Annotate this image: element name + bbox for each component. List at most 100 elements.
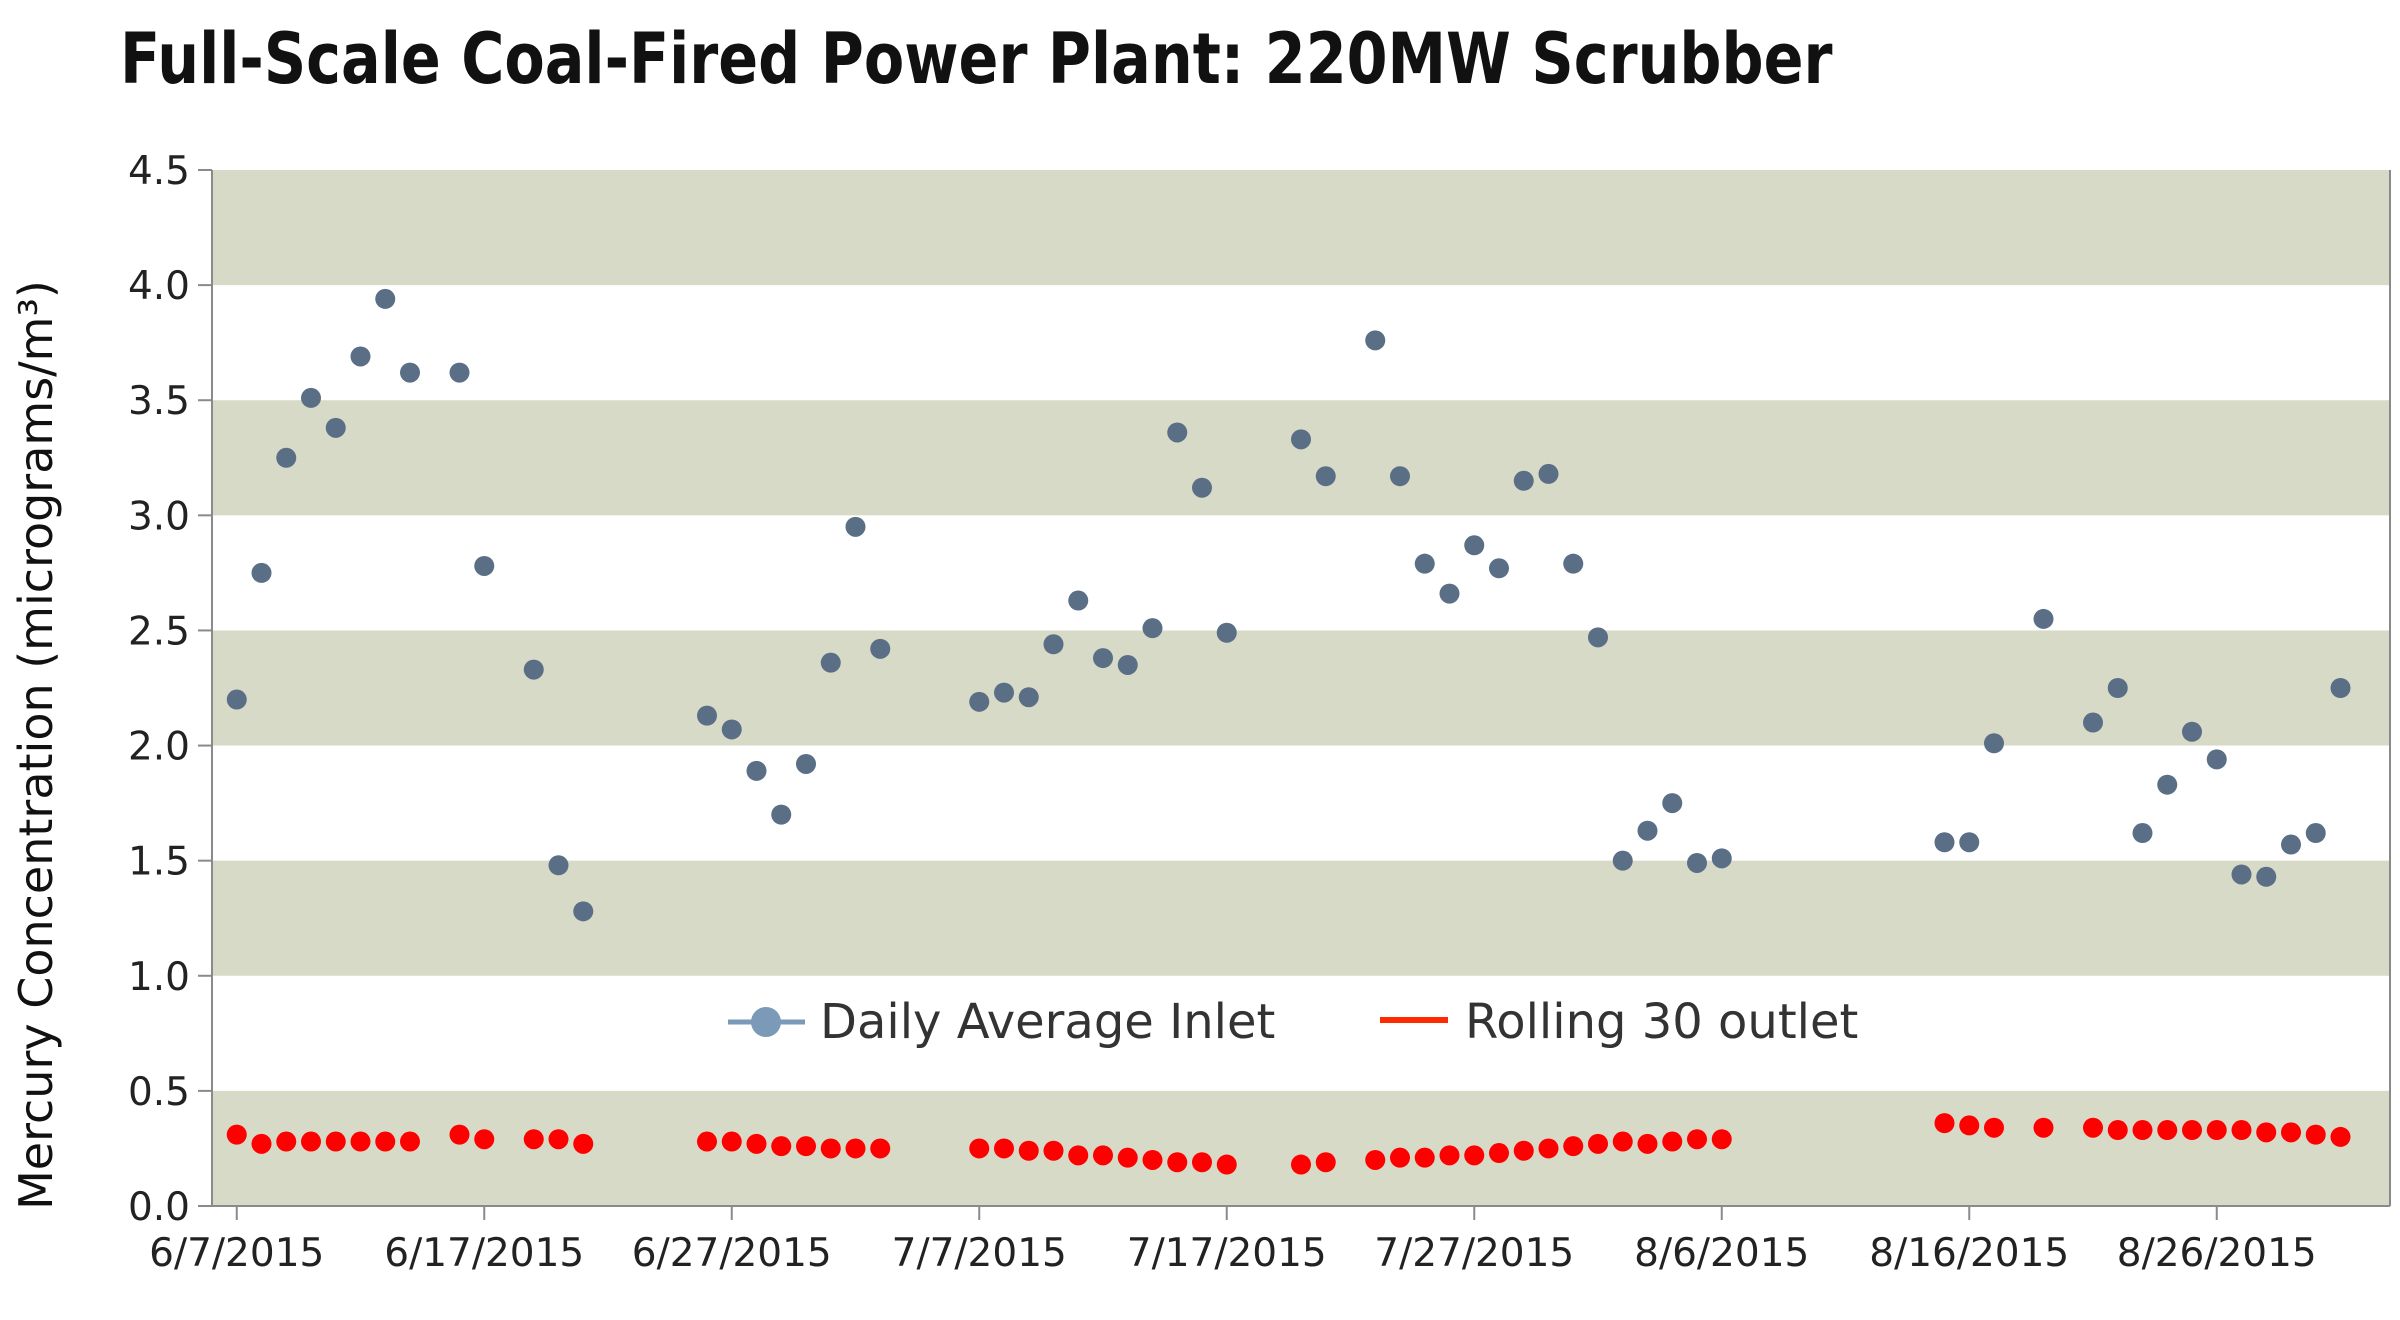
daily-average-inlet-point xyxy=(746,760,767,781)
daily-average-inlet-point xyxy=(2182,721,2202,742)
daily-average-inlet-point xyxy=(2256,866,2277,887)
rolling-30-outlet-point xyxy=(1464,1145,1485,1166)
daily-average-inlet-point xyxy=(1192,477,1212,498)
rolling-30-outlet-point xyxy=(796,1136,816,1157)
daily-average-inlet-point xyxy=(1464,535,1485,556)
y-tick-label: 4.5 xyxy=(128,149,190,194)
rolling-30-outlet-point xyxy=(746,1133,767,1154)
rolling-30-outlet-point xyxy=(1093,1145,1113,1166)
legend-label-daily-average-inlet: Daily Average Inlet xyxy=(820,994,1275,1050)
rolling-30-outlet-point xyxy=(350,1131,371,1152)
rolling-30-outlet-point xyxy=(1687,1129,1707,1150)
daily-average-inlet-point xyxy=(2281,834,2301,855)
daily-average-inlet-point xyxy=(2033,608,2054,629)
rolling-30-outlet-point xyxy=(1513,1140,1534,1161)
rolling-30-outlet-point xyxy=(1216,1154,1237,1175)
daily-average-inlet-point xyxy=(1538,463,1559,484)
daily-average-inlet-point xyxy=(301,387,321,408)
rolling-30-outlet-point xyxy=(1315,1152,1336,1173)
rolling-30-outlet-point xyxy=(2206,1120,2227,1141)
daily-average-inlet-point xyxy=(1984,733,2004,754)
daily-average-inlet-point xyxy=(1687,852,1707,873)
legend-marker-daily-average-inlet xyxy=(751,1007,781,1037)
x-tick-label: 8/26/2015 xyxy=(2117,1231,2317,1276)
daily-average-inlet-point xyxy=(2107,678,2128,698)
rolling-30-outlet-point xyxy=(449,1124,470,1145)
rolling-30-outlet-point xyxy=(1588,1133,1608,1154)
axes xyxy=(211,170,2391,1207)
x-tick-label: 6/7/2015 xyxy=(149,1231,324,1276)
daily-average-inlet-point xyxy=(400,362,420,383)
series-rolling-30-outlet xyxy=(226,1113,2351,1175)
daily-average-inlet-point xyxy=(1563,553,1584,574)
rolling-30-outlet-point xyxy=(1711,1129,1732,1150)
rolling-30-outlet-point xyxy=(523,1129,544,1150)
rolling-30-outlet-point xyxy=(1068,1145,1089,1166)
rolling-30-outlet-point xyxy=(548,1129,569,1150)
daily-average-inlet-point xyxy=(1117,654,1138,675)
daily-average-inlet-point xyxy=(870,638,891,659)
background-band xyxy=(212,630,2390,746)
rolling-30-outlet-point xyxy=(1959,1115,1980,1136)
daily-average-inlet-point xyxy=(1588,627,1608,648)
y-tick-label: 4.0 xyxy=(128,264,190,309)
legend: Daily Average Inlet Rolling 30 outlet xyxy=(728,994,1858,1050)
daily-average-inlet-point xyxy=(1365,330,1386,351)
daily-average-inlet-point xyxy=(771,804,792,825)
rolling-30-outlet-point xyxy=(1538,1138,1559,1159)
rolling-30-outlet-point xyxy=(870,1138,891,1159)
rolling-30-outlet-point xyxy=(2157,1120,2178,1141)
y-axis-ticks: 0.0 0.5 1.0 1.5 2.0 2.5 3.0 3.5 4.0 4.5 xyxy=(128,149,212,1230)
daily-average-inlet-point xyxy=(523,659,544,680)
daily-average-inlet-point xyxy=(969,691,990,712)
daily-average-inlet-point xyxy=(1093,648,1113,669)
y-tick-label: 3.5 xyxy=(128,379,190,424)
daily-average-inlet-point xyxy=(1018,687,1039,708)
rolling-30-outlet-point xyxy=(2330,1126,2351,1147)
daily-average-inlet-point xyxy=(1291,429,1311,450)
legend-label-rolling-30-outlet: Rolling 30 outlet xyxy=(1465,994,1858,1050)
x-tick-label: 8/16/2015 xyxy=(1869,1231,2069,1276)
rolling-30-outlet-point xyxy=(1390,1147,1410,1168)
daily-average-inlet-point xyxy=(1043,634,1064,655)
rolling-30-outlet-point xyxy=(301,1131,321,1152)
y-tick-label: 3.0 xyxy=(128,494,190,539)
daily-average-inlet-point xyxy=(820,652,841,673)
daily-average-inlet-point xyxy=(2157,774,2178,795)
daily-average-inlet-point xyxy=(2132,823,2153,844)
rolling-30-outlet-point xyxy=(1984,1117,2004,1138)
background-band xyxy=(212,400,2390,516)
daily-average-inlet-point xyxy=(697,705,717,726)
daily-average-inlet-point xyxy=(994,682,1014,703)
rolling-30-outlet-point xyxy=(969,1138,990,1159)
y-tick-label: 2.0 xyxy=(128,725,190,770)
rolling-30-outlet-point xyxy=(1563,1136,1584,1157)
rolling-30-outlet-point xyxy=(325,1131,346,1152)
daily-average-inlet-point xyxy=(2206,749,2227,770)
rolling-30-outlet-point xyxy=(1612,1131,1633,1152)
rolling-30-outlet-point xyxy=(820,1138,841,1159)
daily-average-inlet-point xyxy=(449,362,470,383)
rolling-30-outlet-point xyxy=(1365,1149,1386,1170)
y-tick-label: 0.0 xyxy=(128,1185,190,1230)
rolling-30-outlet-point xyxy=(2132,1120,2153,1141)
background-bands xyxy=(212,170,2390,1206)
rolling-30-outlet-point xyxy=(375,1131,396,1152)
daily-average-inlet-point xyxy=(1142,618,1163,639)
y-tick-label: 0.5 xyxy=(128,1070,190,1115)
daily-average-inlet-point xyxy=(1513,470,1534,491)
daily-average-inlet-point xyxy=(1216,622,1237,643)
rolling-30-outlet-point xyxy=(845,1138,866,1159)
rolling-30-outlet-point xyxy=(1291,1154,1311,1175)
daily-average-inlet-point xyxy=(1662,793,1683,814)
daily-average-inlet-point xyxy=(1414,553,1435,574)
daily-average-inlet-point xyxy=(1637,820,1658,841)
daily-average-inlet-point xyxy=(721,719,742,740)
daily-average-inlet-point xyxy=(1439,583,1460,604)
rolling-30-outlet-point xyxy=(2083,1117,2103,1138)
y-axis-title: Mercury Concentration (micrograms/m³) xyxy=(9,280,63,1210)
daily-average-inlet-point xyxy=(375,288,396,309)
daily-average-inlet-point xyxy=(845,516,866,537)
rolling-30-outlet-point xyxy=(276,1131,297,1152)
rolling-30-outlet-point xyxy=(2033,1117,2054,1138)
